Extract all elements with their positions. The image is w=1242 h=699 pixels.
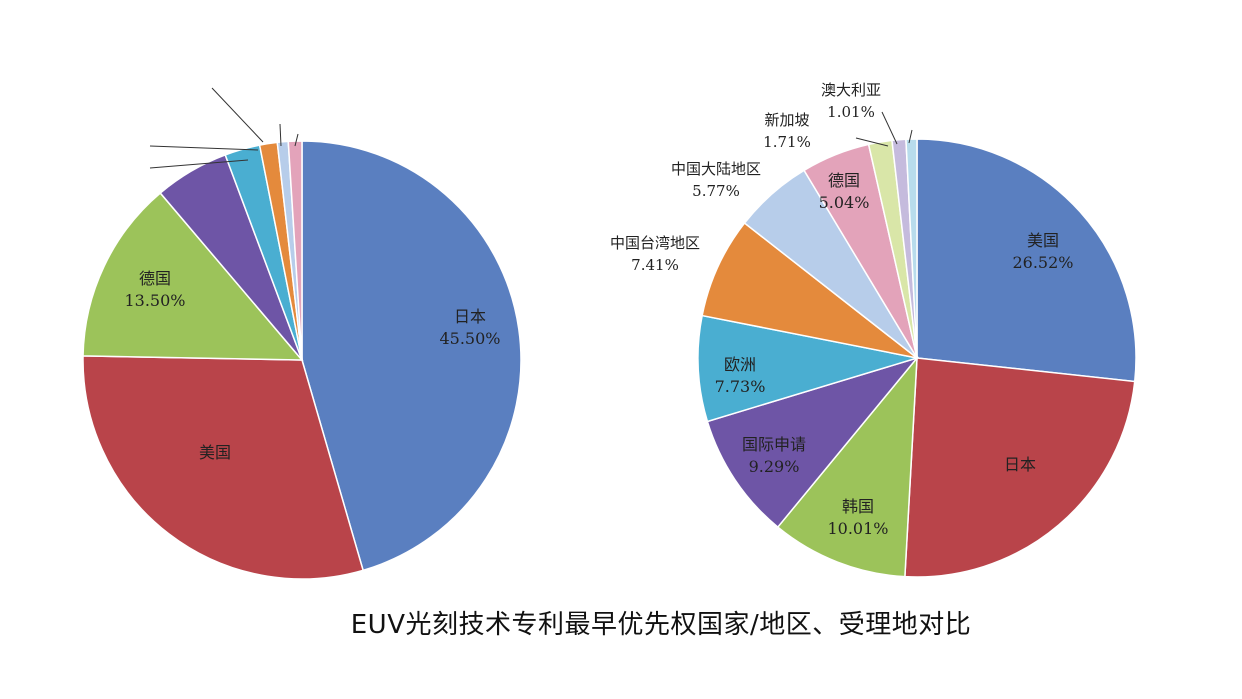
slice-label: 德国 [828, 171, 860, 190]
pie-slice-日本 [301, 140, 522, 572]
slice-value-label: 26.52% [1012, 253, 1073, 272]
leader-line [881, 111, 898, 145]
slice-value-label: 5.04% [819, 193, 870, 212]
slice-label: 中国台湾地区 [610, 234, 700, 252]
slice-label: 日本 [1004, 455, 1036, 474]
slice-label: 新加坡 [764, 111, 809, 129]
leader-line [149, 145, 259, 151]
pie-slice-欧洲 [697, 314, 918, 423]
slice-value-label: 1.71% [763, 133, 811, 151]
slice-label: 德国 [139, 269, 171, 288]
slice-label: 澳大利亚 [821, 81, 881, 99]
leader-line [149, 159, 249, 169]
pie-slice-日本 [904, 357, 1136, 578]
leader-line [211, 87, 264, 143]
leader-line [294, 133, 299, 147]
slice-label: 欧洲 [724, 355, 756, 374]
slice-value-label: 9.29% [749, 457, 800, 476]
pie-slice-国际申请 [706, 356, 920, 529]
figure-caption: EUV光刻技术专利最早优先权国家/地区、受理地对比 [350, 610, 972, 640]
pie-slice-10 [905, 138, 918, 359]
pie-slice-德国 [82, 191, 304, 361]
slice-value-label: 13.50% [124, 291, 185, 310]
pie-slice-7 [287, 140, 303, 361]
slice-label: 美国 [199, 443, 231, 462]
slice-label: 中国大陆地区 [671, 160, 761, 178]
slice-value-label: 10.01% [827, 519, 888, 538]
slice-label: 日本 [454, 307, 486, 326]
pie-chart-priority-country: 日本 45.50% 美国 德国 13.50% [82, 87, 522, 580]
slice-value-label: 45.50% [439, 329, 500, 348]
slice-value-label: 7.73% [715, 377, 766, 396]
slice-label: 国际申请 [742, 435, 806, 454]
slice-value-label: 1.01% [827, 103, 875, 121]
pie-slice-韩国 [776, 355, 918, 578]
pie-slice-美国 [82, 355, 365, 580]
slice-value-label: 5.77% [692, 182, 740, 200]
pie-slice-中国台湾地区 [701, 221, 918, 359]
pie-slice-美国 [916, 138, 1137, 383]
leader-line [855, 137, 889, 147]
leader-line [908, 129, 913, 144]
slice-label: 美国 [1027, 231, 1059, 250]
slice-value-label: 7.41% [631, 256, 679, 274]
leader-line [279, 123, 282, 147]
slice-label: 韩国 [842, 497, 874, 516]
